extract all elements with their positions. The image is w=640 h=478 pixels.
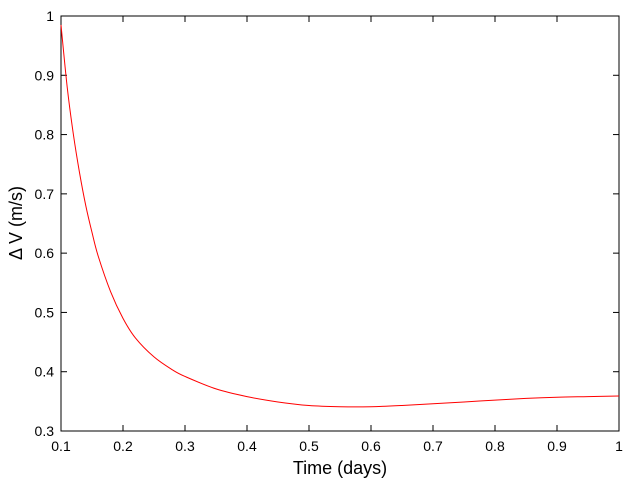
x-tick-label: 0.5	[299, 438, 319, 454]
y-tick-label: 0.6	[35, 245, 55, 261]
y-tick-label: 0.3	[35, 423, 55, 439]
y-tick-label: 0.5	[35, 304, 55, 320]
y-tick-label: 0.7	[35, 186, 55, 202]
plot-area	[60, 15, 620, 432]
x-tick-label: 0.3	[175, 438, 195, 454]
x-tick-label: 0.8	[485, 438, 505, 454]
x-tick-label: 0.7	[423, 438, 443, 454]
y-tick-label: 0.9	[35, 67, 55, 83]
x-tick-label: 0.4	[237, 438, 257, 454]
x-axis: 0.1 0.2 0.3 0.4 0.5 0.6 0.7 0.8 0.9 1	[51, 16, 623, 454]
series-line	[60, 24, 620, 408]
x-tick-label: 0.2	[113, 438, 133, 454]
y-tick-label: 1	[46, 8, 54, 24]
y-axis-title: Δ V (m/s)	[6, 186, 26, 260]
x-tick-label: 0.9	[547, 438, 567, 454]
x-tick-label: 0.1	[51, 438, 71, 454]
x-tick-label: 0.6	[361, 438, 381, 454]
y-tick-label: 0.8	[35, 127, 55, 143]
y-axis: 0.3 0.4 0.5 0.6 0.7 0.8 0.9 1	[35, 8, 619, 439]
x-axis-title: Time (days)	[293, 458, 387, 478]
x-tick-label: 1	[615, 438, 623, 454]
y-tick-label: 0.4	[35, 364, 55, 380]
